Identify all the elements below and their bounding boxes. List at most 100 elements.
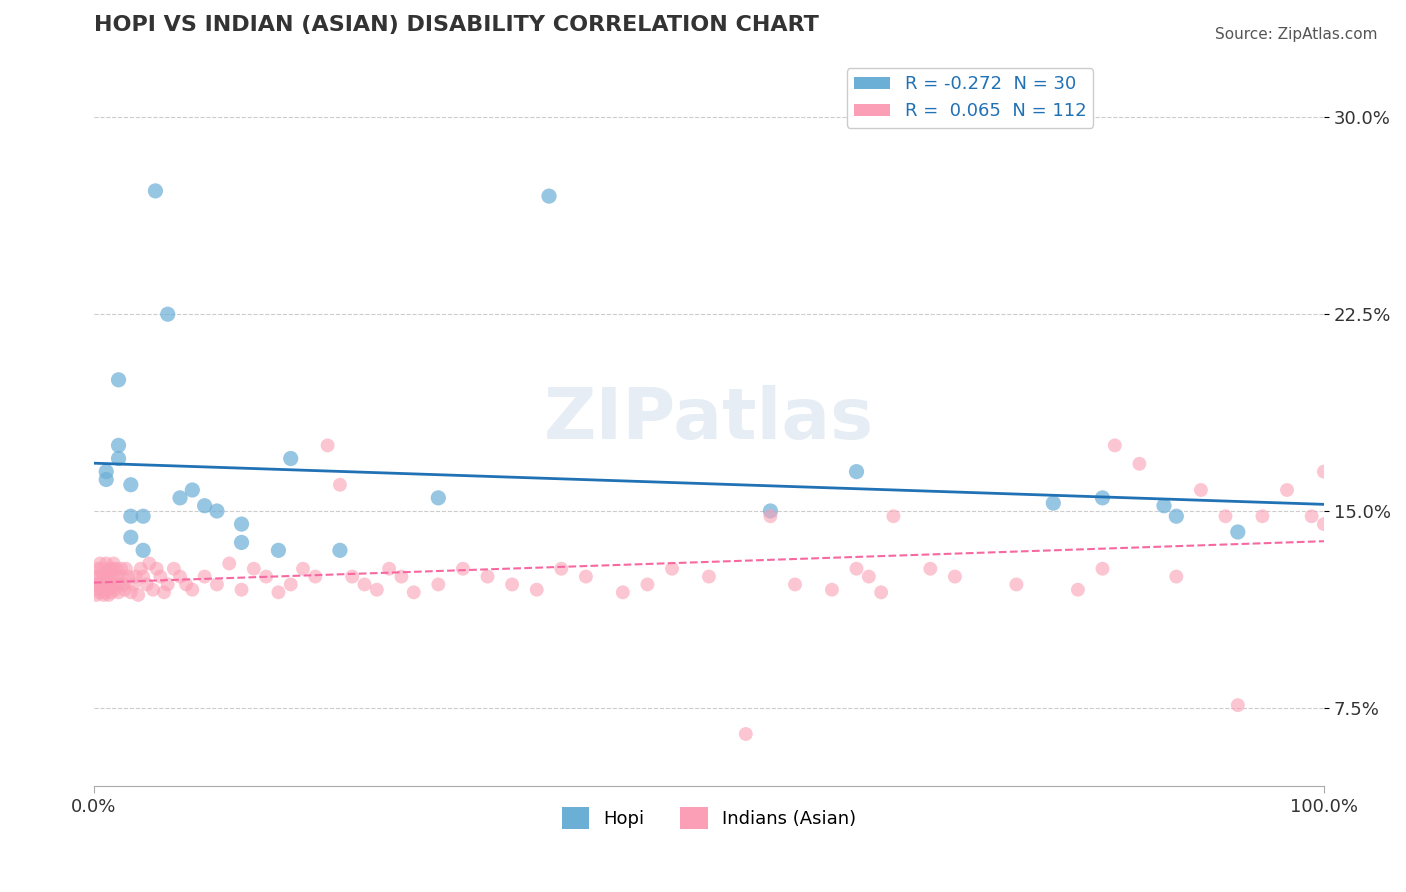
Point <box>169 491 191 505</box>
Point <box>1166 569 1188 583</box>
Point <box>858 569 880 583</box>
Point <box>342 569 364 583</box>
Point <box>94 577 117 591</box>
Point <box>267 543 290 558</box>
Point <box>353 577 375 591</box>
Point <box>1226 698 1249 713</box>
Point <box>135 577 157 591</box>
Point <box>87 569 110 583</box>
Point <box>231 582 253 597</box>
Point <box>329 477 352 491</box>
Point <box>329 543 352 558</box>
Point <box>205 577 228 591</box>
Point <box>96 557 118 571</box>
Point <box>870 585 893 599</box>
Point <box>89 557 111 571</box>
Point <box>90 580 112 594</box>
Point <box>110 562 132 576</box>
Point <box>122 577 145 591</box>
Point <box>104 582 127 597</box>
Text: HOPI VS INDIAN (ASIAN) DISABILITY CORRELATION CHART: HOPI VS INDIAN (ASIAN) DISABILITY CORREL… <box>94 15 818 35</box>
Point <box>254 569 277 583</box>
Point <box>661 562 683 576</box>
Text: Source: ZipAtlas.com: Source: ZipAtlas.com <box>1215 27 1378 42</box>
Point <box>107 438 129 452</box>
Point <box>1313 517 1336 532</box>
Point <box>537 189 560 203</box>
Point <box>783 577 806 591</box>
Point <box>142 582 165 597</box>
Point <box>1189 483 1212 497</box>
Point <box>89 577 111 591</box>
Point <box>111 569 134 583</box>
Point <box>1005 577 1028 591</box>
Point <box>103 557 125 571</box>
Point <box>366 582 388 597</box>
Point <box>169 569 191 583</box>
Point <box>97 588 120 602</box>
Point <box>1226 524 1249 539</box>
Point <box>845 465 868 479</box>
Point <box>105 569 128 583</box>
Point <box>120 585 142 599</box>
Point <box>127 588 149 602</box>
Point <box>218 557 240 571</box>
Point <box>1166 509 1188 524</box>
Point <box>96 566 118 581</box>
Point <box>93 572 115 586</box>
Point <box>132 509 155 524</box>
Point <box>1042 496 1064 510</box>
Point <box>526 582 548 597</box>
Point <box>103 577 125 591</box>
Point <box>477 569 499 583</box>
Point <box>145 184 167 198</box>
Point <box>125 569 148 583</box>
Point <box>101 562 124 576</box>
Point <box>117 569 139 583</box>
Point <box>114 582 136 597</box>
Point <box>138 557 160 571</box>
Point <box>304 569 326 583</box>
Point <box>108 577 131 591</box>
Point <box>107 373 129 387</box>
Point <box>243 562 266 576</box>
Point <box>105 562 128 576</box>
Point <box>86 562 108 576</box>
Point <box>612 585 634 599</box>
Point <box>280 577 302 591</box>
Point <box>96 577 118 591</box>
Point <box>87 585 110 599</box>
Point <box>402 585 425 599</box>
Point <box>194 499 217 513</box>
Point <box>86 577 108 591</box>
Point <box>231 517 253 532</box>
Point <box>267 585 290 599</box>
Point <box>550 562 572 576</box>
Point <box>96 582 118 597</box>
Point <box>91 569 114 583</box>
Point <box>181 582 204 597</box>
Point <box>132 569 155 583</box>
Point <box>821 582 844 597</box>
Point <box>575 569 598 583</box>
Point <box>94 585 117 599</box>
Point <box>882 509 904 524</box>
Point <box>427 577 450 591</box>
Text: ZIPatlas: ZIPatlas <box>544 384 875 454</box>
Point <box>100 585 122 599</box>
Point <box>100 580 122 594</box>
Point <box>98 574 121 589</box>
Point <box>129 562 152 576</box>
Point <box>759 509 782 524</box>
Point <box>132 543 155 558</box>
Point <box>96 473 118 487</box>
Point <box>90 562 112 576</box>
Point <box>120 509 142 524</box>
Point <box>153 585 176 599</box>
Point <box>316 438 339 452</box>
Point <box>163 562 186 576</box>
Point <box>107 451 129 466</box>
Point <box>1251 509 1274 524</box>
Point <box>120 530 142 544</box>
Point <box>292 562 315 576</box>
